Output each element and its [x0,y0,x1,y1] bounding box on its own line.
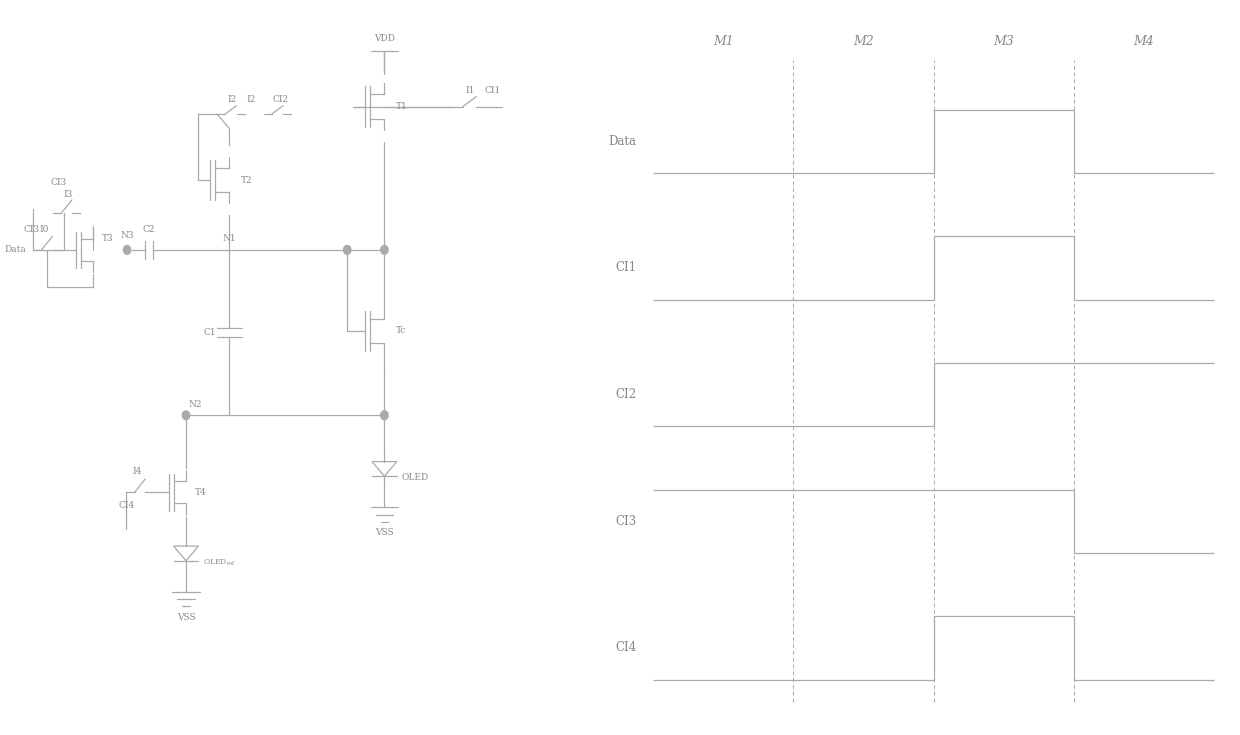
Text: CI1: CI1 [615,262,636,274]
Text: CI1: CI1 [485,86,501,95]
Circle shape [381,245,388,254]
Text: M3: M3 [993,35,1014,49]
Text: M2: M2 [853,35,874,49]
Text: Data: Data [4,245,26,254]
Text: Data: Data [609,135,636,148]
Text: CI2: CI2 [273,95,289,104]
Text: C1: C1 [203,328,216,337]
Circle shape [343,245,351,254]
Circle shape [124,245,131,254]
Text: M4: M4 [1133,35,1154,49]
Text: N1: N1 [223,234,236,243]
Text: CI4: CI4 [118,501,135,510]
Text: CI2: CI2 [615,388,636,401]
Text: T1: T1 [396,102,407,111]
Text: I4: I4 [133,467,143,476]
Circle shape [182,411,190,420]
Text: VSS: VSS [176,613,196,622]
Text: M1: M1 [713,35,734,49]
Text: T3: T3 [102,234,114,243]
Text: N3: N3 [120,231,134,240]
Text: Tc: Tc [396,326,405,335]
Text: C2: C2 [143,225,155,234]
Text: N2: N2 [188,400,202,409]
Text: OLED$_{\mathregular{ref}}$: OLED$_{\mathregular{ref}}$ [203,557,237,567]
Text: I3: I3 [63,190,72,199]
Text: I2: I2 [228,95,237,104]
Text: CI3: CI3 [24,225,40,234]
Text: T2: T2 [241,176,252,184]
Text: OLED: OLED [402,473,429,482]
Text: VDD: VDD [374,34,394,43]
Text: CI4: CI4 [615,642,636,654]
Text: CI3: CI3 [50,178,67,187]
Text: I1: I1 [465,86,475,95]
Text: CI3: CI3 [615,514,636,528]
Text: I2: I2 [247,95,255,104]
Text: I0: I0 [40,225,48,234]
Text: VSS: VSS [374,528,394,537]
Circle shape [381,411,388,420]
Text: T4: T4 [195,488,207,497]
